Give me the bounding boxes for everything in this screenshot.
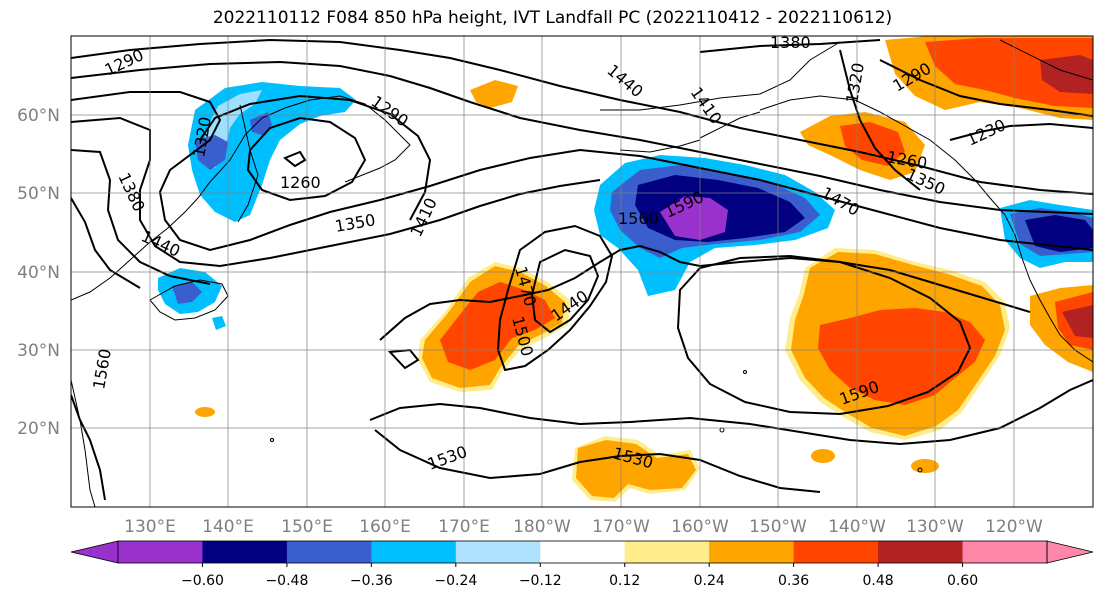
colorbar-tick-label: −0.60	[181, 573, 224, 589]
colorbar-segment	[455, 541, 541, 563]
lon-label: 160°W	[671, 517, 729, 537]
lon-label: 140°W	[828, 517, 886, 537]
lon-label: 160°E	[359, 517, 411, 537]
colorbar-tick-label: −0.48	[265, 573, 308, 589]
lon-label: 150°W	[749, 517, 807, 537]
colorbar-segment	[962, 541, 1048, 563]
colorbar-segment	[540, 541, 626, 563]
contour-label: 1380	[770, 33, 811, 52]
longitude-labels: 130°E 140°E 150°E 160°E 170°E 180°W 170°…	[124, 517, 1043, 537]
colorbar-tick-label: 0.48	[863, 573, 894, 589]
colorbar-extend-over	[1046, 540, 1094, 564]
coastlines	[71, 39, 1093, 507]
colorbar-tick-label: 0.12	[609, 573, 640, 589]
colorbar-segment	[878, 541, 964, 563]
lon-label: 140°E	[202, 517, 254, 537]
lon-label: 170°E	[438, 517, 490, 537]
lon-label: 150°E	[281, 517, 333, 537]
colorbar-segment	[202, 541, 288, 563]
lon-label: 180°W	[513, 517, 571, 537]
contour-label: 1260	[280, 173, 321, 192]
colorbar-segment	[793, 541, 879, 563]
lat-label-40n: 40°N	[17, 263, 60, 283]
latitude-labels: 60°N 50°N 40°N 30°N 20°N	[17, 106, 60, 439]
colorbar-segment	[286, 541, 372, 563]
lat-label-30n: 30°N	[17, 341, 60, 361]
height-contours	[71, 38, 1093, 501]
lon-label: 130°E	[124, 517, 176, 537]
colorbar: −0.60 −0.48 −0.36 −0.24 −0.12 0.12 0.24 0.36 0.4…	[70, 540, 1094, 589]
colorbar-tick-label: −0.24	[434, 573, 477, 589]
colorbar-segment	[709, 541, 795, 563]
colorbar-segment	[118, 541, 203, 563]
lat-label-50n: 50°N	[17, 184, 60, 204]
grid-lines	[71, 36, 1093, 507]
colorbar-tick-label: −0.36	[350, 573, 393, 589]
figure-title: 2022110112 F084 850 hPa height, IVT Land…	[212, 8, 893, 28]
lat-label-60n: 60°N	[17, 106, 60, 126]
lon-label: 170°W	[592, 517, 650, 537]
colorbar-segment	[624, 541, 710, 563]
lon-label: 120°W	[985, 517, 1043, 537]
colorbar-extend-under	[70, 540, 119, 564]
map-border	[70, 35, 1094, 508]
colorbar-tick-label: 0.60	[947, 573, 978, 589]
lon-label: 130°W	[906, 517, 964, 537]
colorbar-tick-label: 0.24	[694, 573, 725, 589]
colorbar-tick-label: −0.12	[519, 573, 562, 589]
lat-label-20n: 20°N	[17, 419, 60, 439]
colorbar-segment	[371, 541, 457, 563]
colorbar-outline	[117, 540, 1048, 564]
ivt-shading	[158, 36, 1093, 502]
colorbar-tick-label: 0.36	[778, 573, 809, 589]
contour-label: 1560	[618, 209, 659, 228]
